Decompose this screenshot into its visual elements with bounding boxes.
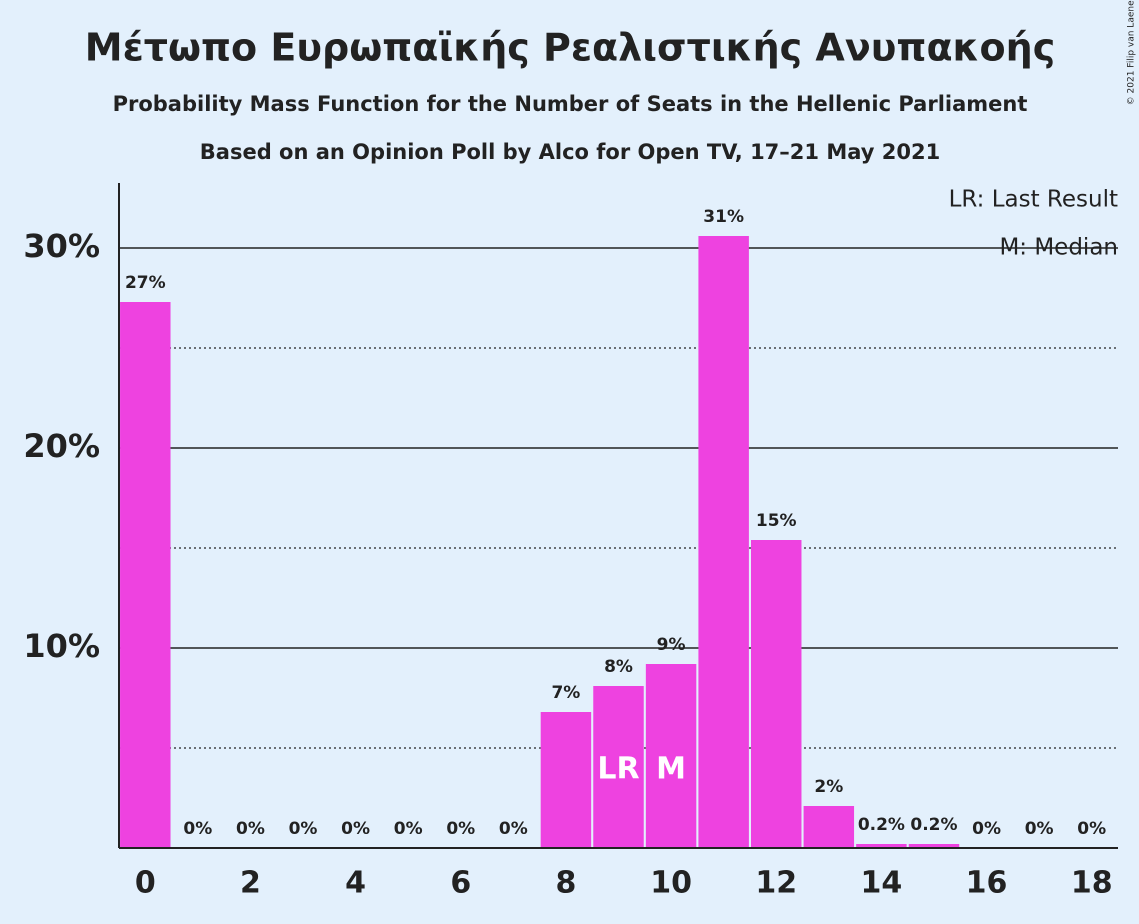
y-tick-label: 20%: [23, 427, 100, 465]
chart-subtitle: Probability Mass Function for the Number…: [113, 92, 1028, 116]
value-label: 0%: [1077, 819, 1106, 839]
legend-entry: M: Median: [999, 235, 1118, 261]
bar: [908, 844, 960, 848]
y-tick-label: 10%: [23, 627, 100, 665]
value-label: 7%: [551, 683, 580, 703]
x-tick-label: 4: [345, 866, 366, 901]
x-tick-label: 6: [450, 866, 471, 901]
value-label: 15%: [756, 511, 797, 531]
value-label: 0%: [183, 819, 212, 839]
chart-title: Μέτωπο Ευρωπαϊκής Ρεαλιστικής Ανυπακοής: [85, 26, 1055, 70]
bar: [120, 302, 171, 848]
x-tick-label: 14: [861, 866, 903, 901]
bar: [803, 806, 855, 848]
x-tick-label: 8: [555, 866, 576, 901]
value-label: 0%: [341, 819, 370, 839]
x-tick-label: 0: [135, 866, 156, 901]
value-label: 31%: [703, 207, 744, 227]
value-label: 0%: [972, 819, 1001, 839]
value-label: 0%: [499, 819, 528, 839]
x-tick-label: 12: [755, 866, 797, 901]
bar: [593, 686, 644, 848]
bar: [540, 712, 592, 848]
value-label: 2%: [814, 777, 843, 797]
bar: [645, 664, 697, 848]
value-label: 0%: [446, 819, 475, 839]
bar-annotation: M: [656, 752, 686, 787]
value-label: 0.2%: [858, 815, 905, 835]
x-tick-label: 16: [966, 866, 1008, 901]
bar-annotation: LR: [597, 752, 639, 787]
y-tick-label: 30%: [23, 227, 100, 265]
value-label: 27%: [125, 273, 166, 293]
value-label: 0%: [394, 819, 423, 839]
value-label: 9%: [657, 635, 686, 655]
value-label: 8%: [604, 657, 633, 677]
value-label: 0.2%: [910, 815, 957, 835]
legend-entry: LR: Last Result: [949, 187, 1118, 213]
value-label: 0%: [1025, 819, 1054, 839]
x-tick-label: 2: [240, 866, 261, 901]
copyright: © 2021 Filip van Laenen: [1127, 0, 1137, 105]
value-label: 0%: [236, 819, 265, 839]
bar: [750, 540, 802, 848]
chart-subtitle: Based on an Opinion Poll by Alco for Ope…: [200, 140, 940, 164]
x-tick-label: 10: [650, 866, 692, 901]
value-label: 0%: [289, 819, 318, 839]
bar: [856, 844, 907, 848]
bar: [698, 236, 749, 848]
x-tick-label: 18: [1071, 866, 1113, 901]
